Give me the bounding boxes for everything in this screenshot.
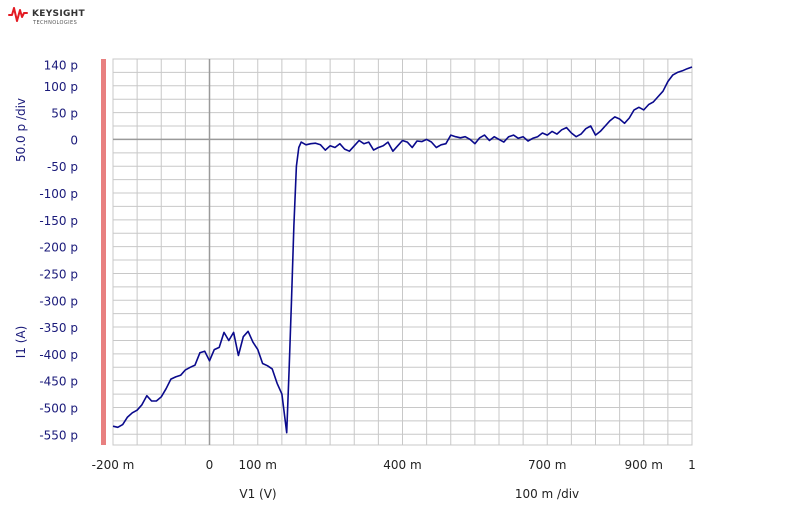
y-tick-label: -100 p [39, 187, 78, 201]
y-tick-label: -400 p [39, 348, 78, 362]
y-tick-label: -350 p [39, 321, 78, 335]
grid-layer [112, 58, 693, 446]
x-axis-label: V1 (V) [239, 487, 276, 501]
y-tick-label: -500 p [39, 401, 78, 415]
y-tick-label: -450 p [39, 375, 78, 389]
x-tick-label: 400 m [383, 458, 421, 472]
series-line [112, 66, 693, 434]
y-axis-marker-bar[interactable] [101, 59, 106, 445]
y-scale-label: 50.0 p /div [14, 98, 28, 162]
x-tick-label: 900 m [625, 458, 663, 472]
y-tick-label: 0 [70, 133, 78, 147]
y-tick-label: 140 p [44, 58, 78, 72]
x-tick-label: 1 [688, 458, 696, 472]
y-tick-label: -200 p [39, 241, 78, 255]
y-tick-label: 100 p [44, 80, 78, 94]
label-layer: 50.0 p /div I1 (A) V1 (V) 100 m /div [14, 98, 579, 501]
x-tick-label: 0 [206, 458, 214, 472]
y-tick-label: 50 p [51, 107, 78, 121]
x-tick-label: 100 m [239, 458, 277, 472]
keysight-waveform-icon [8, 7, 28, 22]
brand-logo: KEYSIGHT TECHNOLOGIES [8, 6, 88, 30]
x-tick-label: -200 m [92, 458, 135, 472]
y-tick-label: -250 p [39, 267, 78, 281]
y-axis-label: I1 (A) [14, 326, 28, 359]
plot-frame [112, 58, 693, 446]
y-tick-label: -50 p [47, 160, 78, 174]
axes-layer: 140 p 100 p 50 p 0 -50 p -100 p -150 p -200 p -2… [39, 58, 695, 472]
y-tick-label: -550 p [39, 428, 78, 442]
brand-name: KEYSIGHT [32, 9, 85, 19]
x-scale-label: 100 m /div [515, 487, 579, 501]
x-tick-label: 700 m [528, 458, 566, 472]
y-tick-label: -150 p [39, 214, 78, 228]
trace-layer [112, 66, 693, 434]
brand-tagline: TECHNOLOGIES [33, 20, 78, 26]
y-tick-label: -300 p [39, 294, 78, 308]
